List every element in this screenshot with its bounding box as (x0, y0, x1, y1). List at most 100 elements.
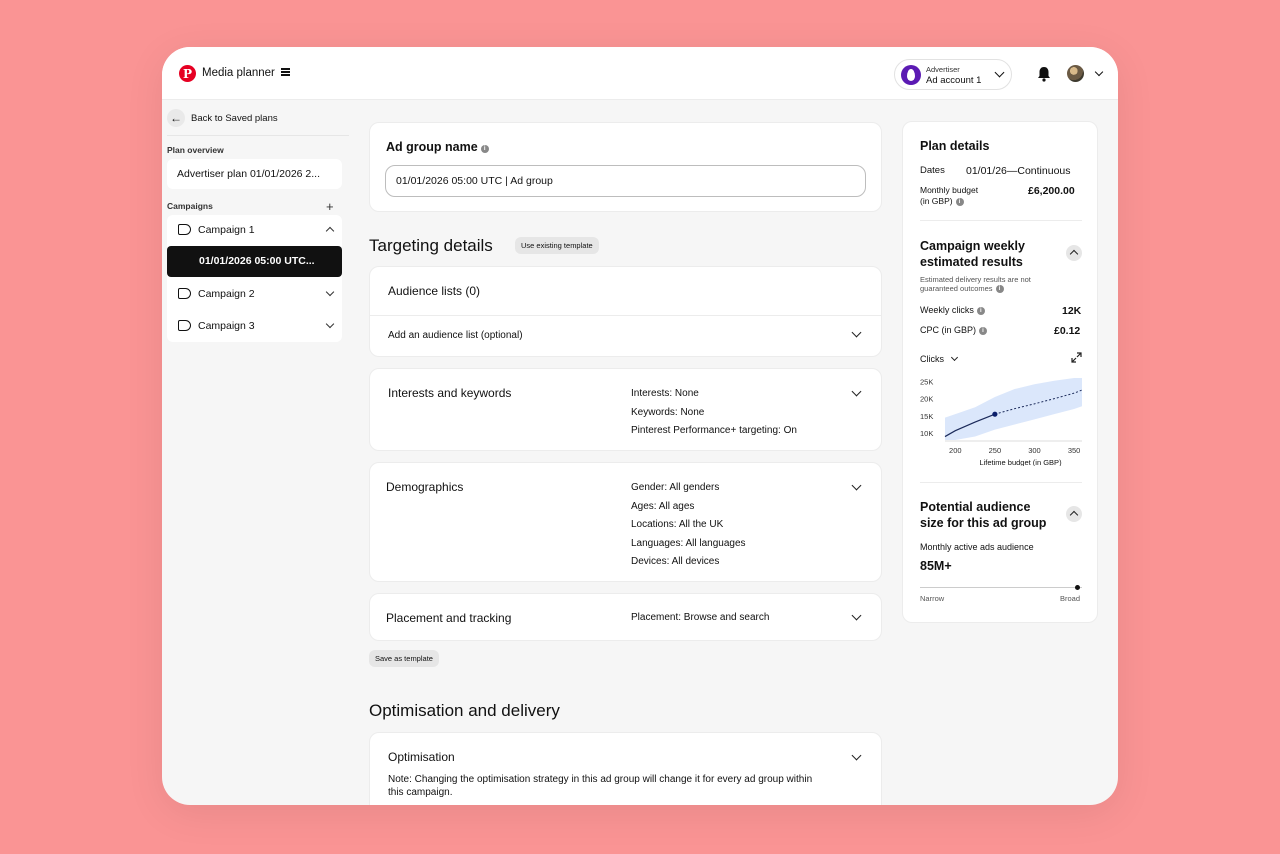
y-tick-label: 25K (920, 377, 933, 386)
account-switcher[interactable]: Advertiser Ad account 1 (894, 59, 1012, 90)
plan-details-title: Plan details (920, 139, 990, 153)
weekly-results-title: Campaign weekly estimated results (920, 239, 1025, 269)
x-tick-label: 350 (1068, 446, 1081, 455)
use-existing-template-button[interactable]: Use existing template (515, 237, 599, 254)
info-icon[interactable]: i (979, 327, 988, 335)
add-campaign-icon[interactable]: + (326, 199, 334, 214)
chevron-up-icon[interactable] (325, 226, 335, 236)
add-audience-list-dropdown[interactable]: Add an audience list (optional) (388, 330, 523, 341)
summary-line: Gender: All genders (631, 482, 720, 493)
campaign-label: Campaign 1 (198, 224, 255, 236)
divider (370, 315, 881, 316)
account-name: Ad account 1 (926, 75, 982, 86)
arrow-left-icon: ← (170, 111, 182, 125)
chevron-down-icon[interactable] (1094, 67, 1104, 77)
audience-size-value: 85M+ (920, 559, 952, 573)
budget-value: £6,200.00 (1028, 185, 1075, 197)
back-to-saved-plans-link[interactable]: Back to Saved plans (191, 113, 278, 124)
collapse-audience-size-button[interactable] (1066, 506, 1082, 522)
chart-metric-dropdown[interactable]: Clicks (920, 353, 958, 364)
plan-name-item[interactable]: Advertiser plan 01/01/2026 2... (167, 159, 342, 189)
budget-label: Monthly budget (920, 185, 979, 195)
info-icon[interactable]: i (995, 285, 1004, 293)
app-title: Media planner (202, 67, 275, 79)
audience-lists-title: Audience lists (0) (388, 284, 481, 298)
info-icon[interactable]: i (976, 307, 985, 315)
divider (167, 135, 349, 136)
divider (920, 482, 1082, 483)
plan-details-panel: Plan details Dates 01/01/26—Continuous M… (902, 121, 1098, 623)
optimisation-card-title: Optimisation (388, 750, 455, 764)
optimisation-card[interactable]: Optimisation Note: Changing the optimisa… (369, 732, 882, 805)
sidebar-item-campaign-2[interactable]: Campaign 2 (167, 279, 342, 309)
demographics-title: Demographics (386, 480, 464, 494)
audience-sub-label: Monthly active ads audience (920, 542, 1034, 552)
app-window: P Media planner Advertiser Ad account 1 … (162, 47, 1118, 805)
sidebar-item-ad-group-selected[interactable]: 01/01/2026 05:00 UTC... (167, 246, 342, 277)
placement-tracking-card[interactable]: Placement and tracking Placement: Browse… (369, 593, 882, 641)
ad-group-name-card: Ad group name i 01/01/2026 05:00 UTC | Ad… (369, 122, 882, 212)
placement-summary: Placement: Browse and search (631, 612, 770, 623)
sidebar-item-campaign-1[interactable]: Campaign 1 (167, 215, 342, 245)
cpc-value: £0.12 (1054, 325, 1081, 337)
plan-overview-heading: Plan overview (167, 145, 224, 155)
interests-keywords-title: Interests and keywords (388, 386, 512, 400)
chevron-down-icon[interactable] (851, 386, 862, 397)
x-tick-label: 200 (949, 446, 962, 455)
audience-size-title: Potential audience size for this ad group (920, 500, 1047, 530)
pinterest-logo-icon[interactable]: P (179, 65, 196, 82)
back-button[interactable]: ← (167, 109, 185, 127)
chevron-down-icon[interactable] (325, 319, 335, 329)
series-line-projected (994, 389, 1083, 415)
avatar[interactable] (1067, 65, 1084, 82)
expand-icon[interactable] (1071, 352, 1082, 363)
ad-group-name-label: Ad group name i (386, 140, 489, 154)
y-tick-label: 20K (920, 395, 933, 404)
summary-line: Interests: None (631, 388, 699, 399)
audience-lists-card: Audience lists (0) Add an audience list … (369, 266, 882, 357)
menu-icon[interactable] (281, 68, 290, 76)
placement-tracking-title: Placement and tracking (386, 611, 512, 625)
info-icon[interactable]: i (480, 145, 489, 153)
y-tick-label: 10K (920, 429, 933, 438)
audience-size-track (920, 585, 1082, 590)
demographics-summary: Gender: All genders Ages: All ages Locat… (631, 482, 746, 575)
chevron-down-icon[interactable] (851, 327, 862, 338)
clicks-chart: 10K 15K 20K 25K 200 250 300 350 Lifetime budget … (920, 377, 1083, 466)
save-as-template-button[interactable]: Save as template (369, 650, 439, 667)
info-icon[interactable]: i (955, 198, 964, 206)
interests-summary: Interests: None Keywords: None Pinterest… (631, 388, 797, 444)
chevron-down-icon (950, 353, 958, 362)
dates-value: 01/01/26—Continuous (966, 165, 1071, 177)
x-tick-label: 250 (989, 446, 1002, 455)
chevron-down-icon[interactable] (851, 750, 862, 761)
optimisation-note: Note: Changing the optimisation strategy… (388, 774, 813, 798)
audience-size-indicator (1074, 585, 1080, 590)
ad-group-name-input[interactable]: 01/01/2026 05:00 UTC | Ad group (385, 165, 866, 197)
bell-icon[interactable] (1037, 66, 1051, 82)
sidebar-item-campaign-3[interactable]: Campaign 3 (167, 311, 342, 341)
budget-unit-label: (in GBP) i (920, 196, 964, 206)
demographics-card[interactable]: Demographics Gender: All genders Ages: A… (369, 462, 882, 582)
campaign-list: Campaign 1 Campaign 2 Campaign 3 (167, 215, 342, 342)
campaign-label: Campaign 2 (198, 288, 255, 300)
y-tick-label: 15K (920, 412, 933, 421)
account-label: Advertiser (926, 65, 960, 74)
summary-line: Devices: All devices (631, 556, 720, 567)
summary-line: Ages: All ages (631, 500, 695, 512)
dates-label: Dates (920, 165, 945, 176)
megaphone-icon (178, 224, 191, 235)
chevron-down-icon[interactable] (851, 480, 862, 491)
summary-line: Locations: All the UK (631, 519, 724, 530)
chevron-down-icon[interactable] (851, 610, 862, 621)
megaphone-icon (178, 320, 191, 331)
collapse-weekly-results-button[interactable] (1066, 245, 1082, 261)
narrow-label: Narrow (920, 594, 945, 603)
chevron-down-icon[interactable] (325, 287, 335, 297)
top-bar: P Media planner Advertiser Ad account 1 (162, 47, 1118, 100)
campaign-label: Campaign 3 (198, 320, 255, 332)
interests-keywords-card[interactable]: Interests and keywords Interests: None K… (369, 368, 882, 451)
weekly-clicks-value: 12K (1062, 305, 1082, 317)
account-avatar (901, 65, 921, 85)
megaphone-icon (178, 288, 191, 299)
